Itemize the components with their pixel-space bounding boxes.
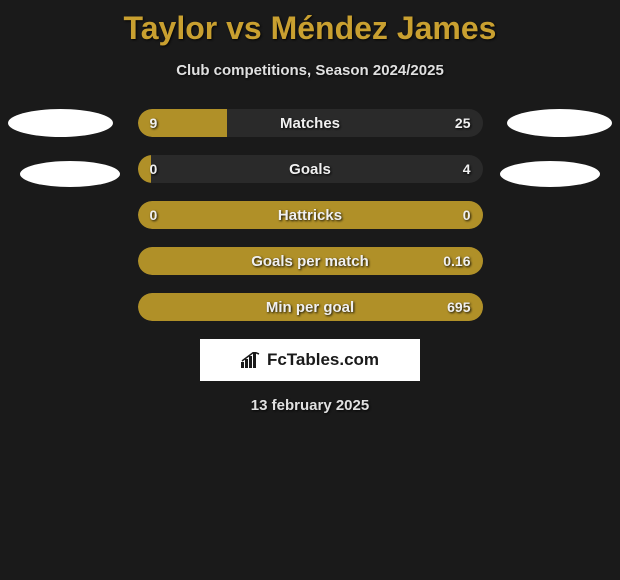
player-left-badge-2 xyxy=(20,161,120,187)
stat-label: Goals xyxy=(138,155,483,183)
logo-box[interactable]: FcTables.com xyxy=(200,339,420,381)
player-left-badge-1 xyxy=(8,109,113,137)
logo-text: FcTables.com xyxy=(267,350,379,370)
player-right-badge-2 xyxy=(500,161,600,187)
stat-label: Min per goal xyxy=(138,293,483,321)
stat-label: Hattricks xyxy=(138,201,483,229)
player-right-badge-1 xyxy=(507,109,612,137)
stat-row: 0 Hattricks 0 xyxy=(138,201,483,229)
stats-bars: 9 Matches 25 0 Goals 4 0 Hattricks 0 Goa… xyxy=(138,109,483,321)
stat-label: Matches xyxy=(138,109,483,137)
page-title: Taylor vs Méndez James xyxy=(0,0,620,47)
stat-value-right: 0.16 xyxy=(443,247,470,275)
subtitle: Club competitions, Season 2024/2025 xyxy=(0,62,620,79)
stat-row: 0 Goals 4 xyxy=(138,155,483,183)
stat-value-right: 695 xyxy=(447,293,470,321)
date-text: 13 february 2025 xyxy=(0,397,620,414)
stat-value-right: 4 xyxy=(463,155,471,183)
stat-row: 9 Matches 25 xyxy=(138,109,483,137)
comparison-content: 9 Matches 25 0 Goals 4 0 Hattricks 0 Goa… xyxy=(0,109,620,414)
stat-row: Min per goal 695 xyxy=(138,293,483,321)
logo-chart-icon xyxy=(241,352,261,368)
stat-value-right: 25 xyxy=(455,109,471,137)
stat-label: Goals per match xyxy=(138,247,483,275)
stat-row: Goals per match 0.16 xyxy=(138,247,483,275)
stat-value-right: 0 xyxy=(463,201,471,229)
